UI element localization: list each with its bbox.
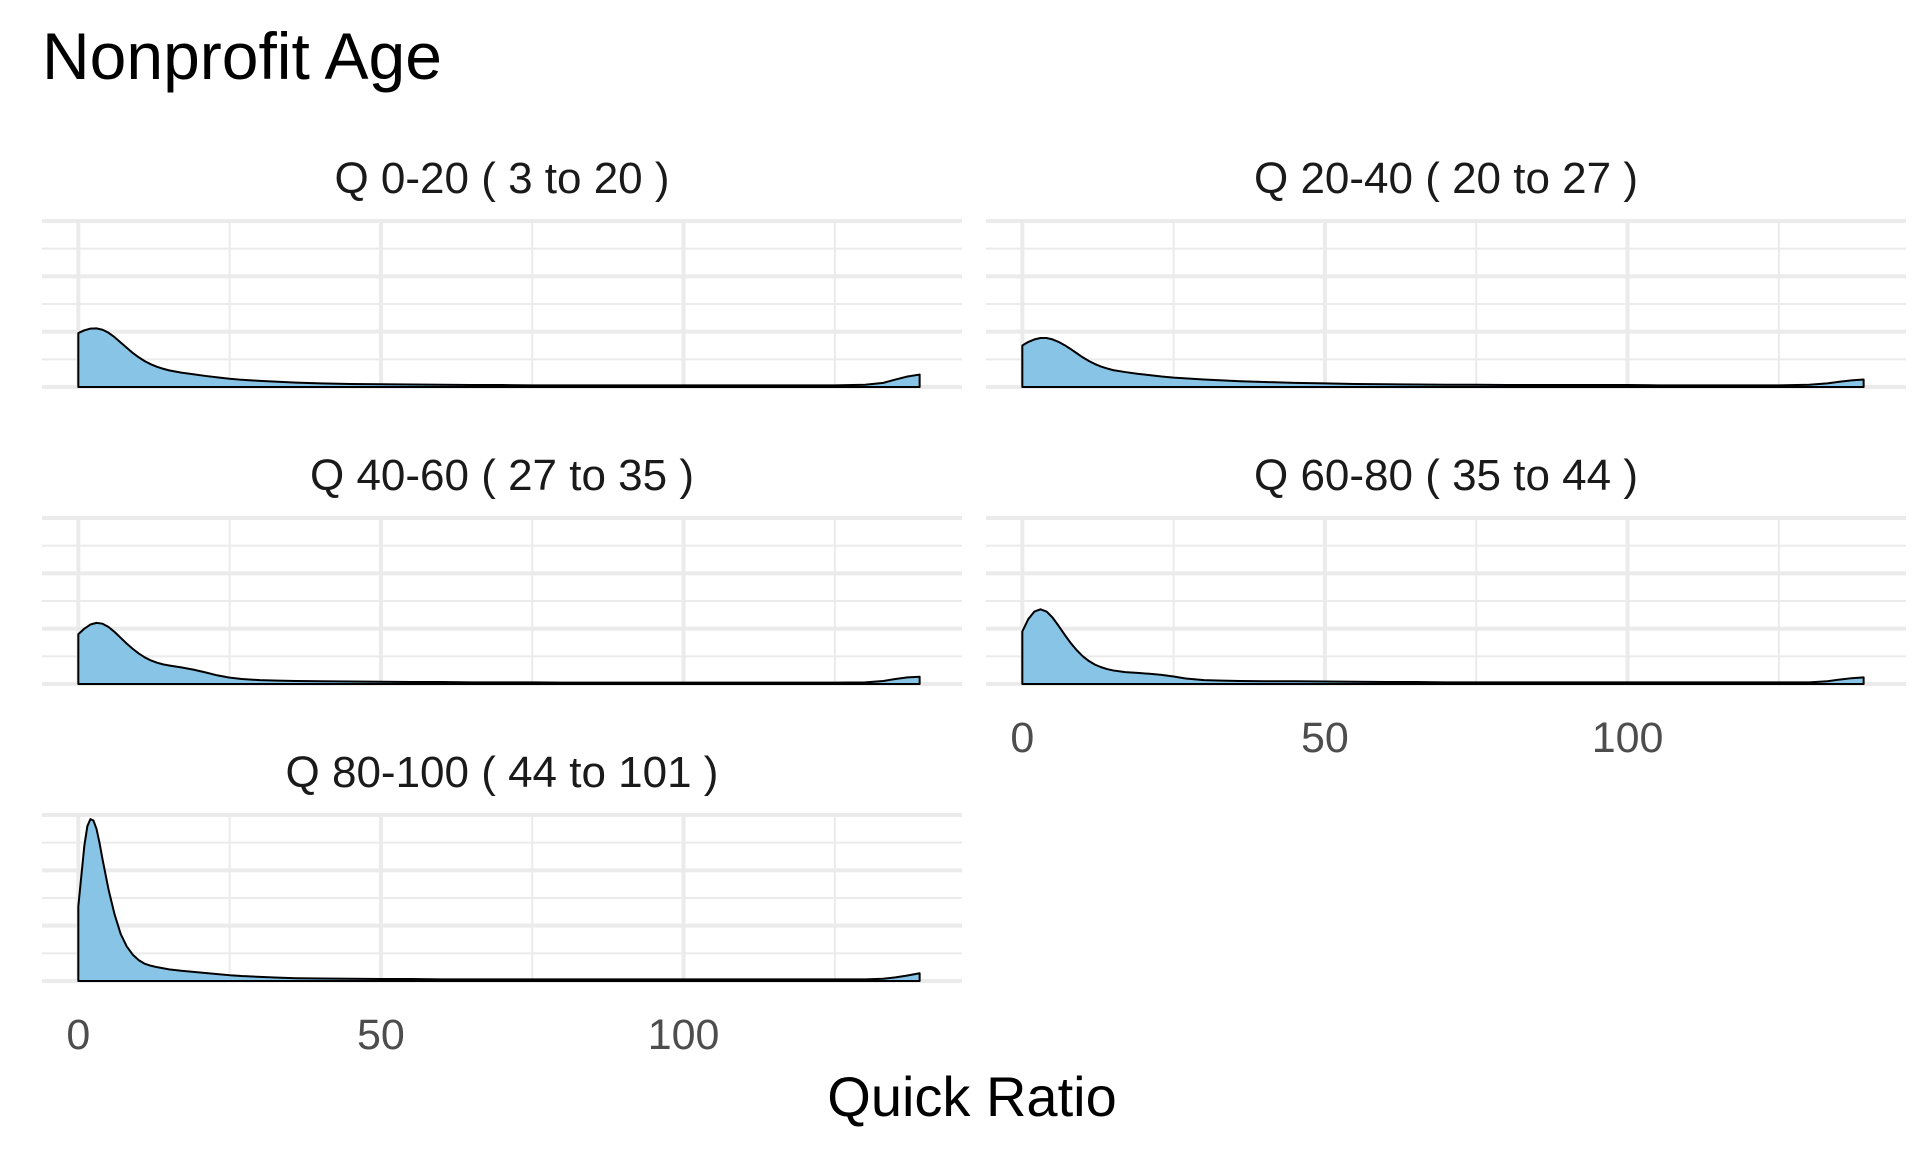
chart-title: Nonprofit Age [42, 19, 442, 93]
x-tick-label: 0 [1010, 714, 1034, 762]
x-tick-label: 0 [66, 1011, 90, 1059]
x-tick-label: 100 [648, 1011, 720, 1059]
density-area [77, 327, 921, 388]
facet-strip-label: Q 0-20 ( 3 to 20 ) [334, 154, 669, 203]
density-area [1021, 337, 1865, 388]
facet-strip-label: Q 60-80 ( 35 to 44 ) [1254, 451, 1638, 500]
density-area [1021, 608, 1865, 685]
x-tick-label: 50 [357, 1011, 405, 1059]
density-area [77, 621, 921, 685]
facet-strip-label: Q 40-60 ( 27 to 35 ) [310, 451, 694, 500]
facet-panel: Q 80-100 ( 44 to 101 ) 0 50 100 [42, 748, 962, 1059]
facet-strip-label: Q 80-100 ( 44 to 101 ) [286, 748, 719, 797]
facet-panel: Q 60-80 ( 35 to 44 ) 0 50 100 [986, 451, 1906, 762]
facet-panel: Q 0-20 ( 3 to 20 ) [42, 154, 962, 389]
facet-panel: Q 40-60 ( 27 to 35 ) [42, 451, 962, 686]
x-tick-label: 50 [1301, 714, 1349, 762]
x-tick-label: 100 [1592, 714, 1664, 762]
panels-layer: Q 0-20 ( 3 to 20 ) Q 20-40 ( 20 to 27 ) Q … [42, 154, 1906, 1059]
density-area [77, 818, 921, 982]
facet-strip-label: Q 20-40 ( 20 to 27 ) [1254, 154, 1638, 203]
facet-panel: Q 20-40 ( 20 to 27 ) [986, 154, 1906, 389]
x-axis-label: Quick Ratio [827, 1065, 1116, 1128]
